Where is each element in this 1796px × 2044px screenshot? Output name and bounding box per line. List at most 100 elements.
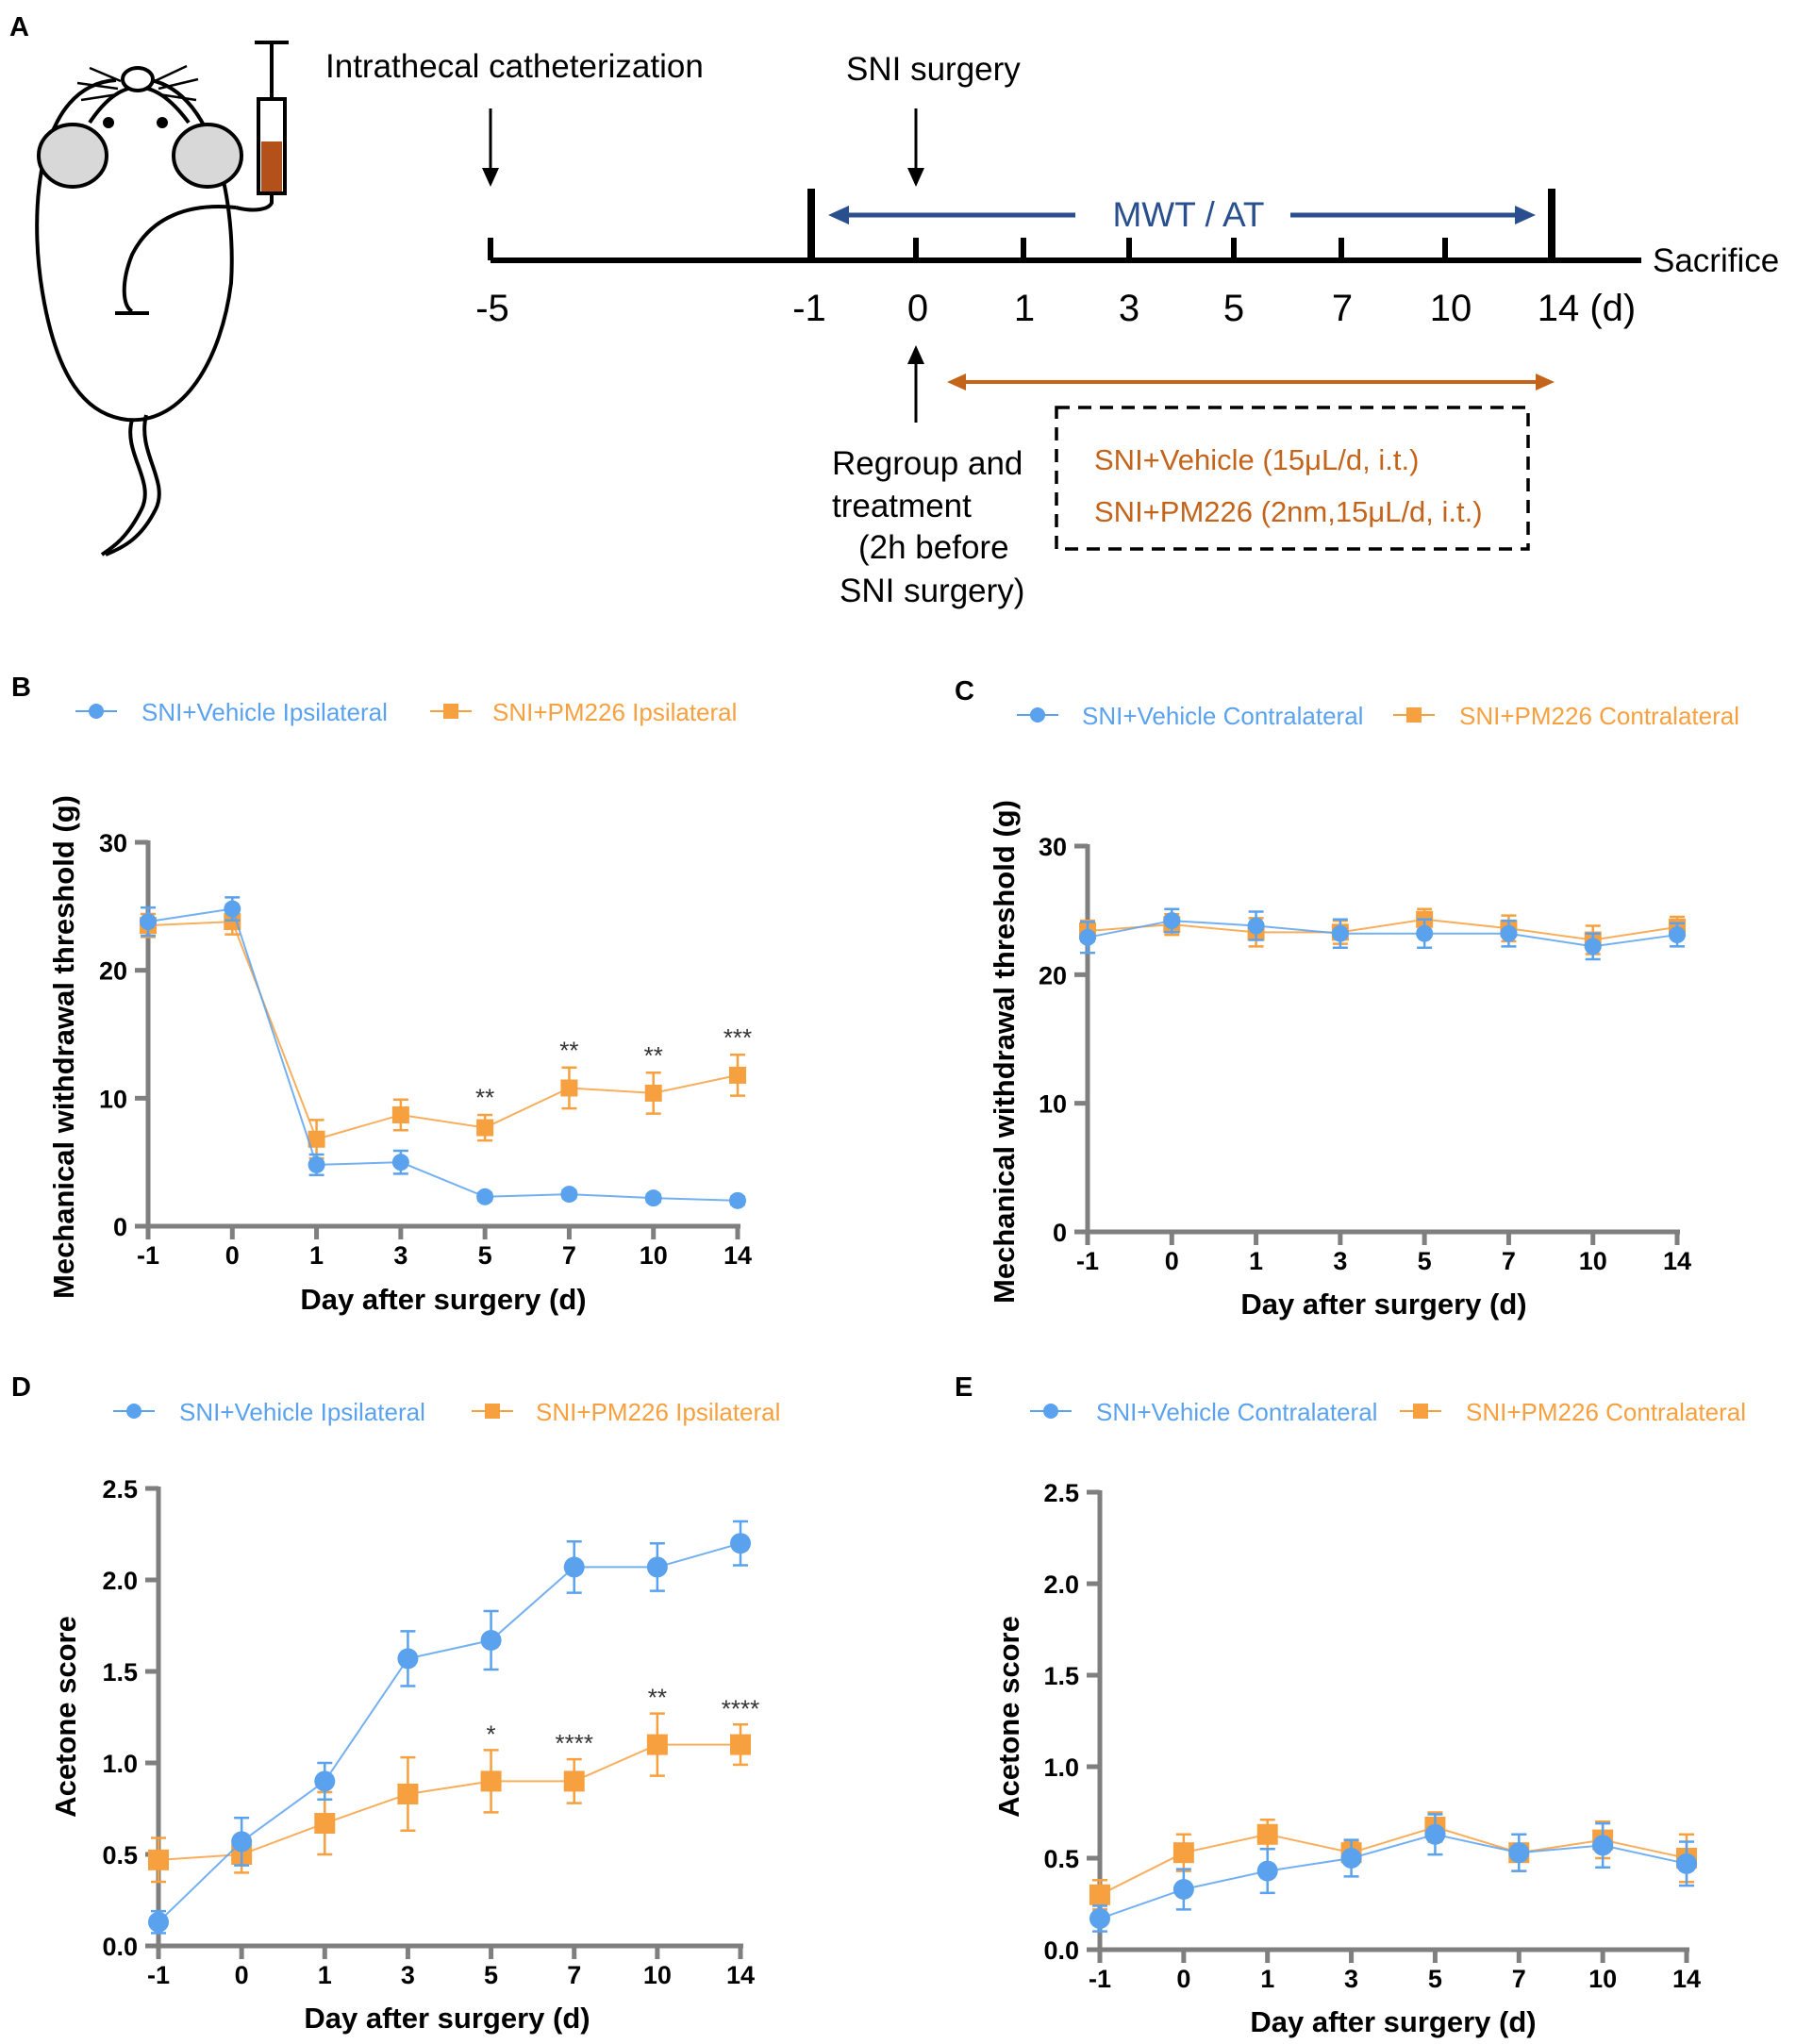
panel-a-timeline: A Intrathecal catheterization SNI surger… — [9, 12, 1779, 609]
y-tick-label: 0.0 — [102, 1933, 138, 1961]
timeline-tick-label: 10 — [1430, 288, 1472, 329]
legend-label: SNI+PM226 Ipsilateral — [492, 698, 737, 726]
x-tick-label: 7 — [562, 1241, 576, 1270]
legend-marker — [126, 1404, 141, 1419]
panel-label: B — [11, 673, 31, 703]
arrow-sni-surgery — [907, 108, 924, 187]
series-line — [1087, 918, 1678, 941]
significance-label: ** — [648, 1684, 667, 1712]
data-point — [1256, 1860, 1278, 1882]
treatment-groups-box — [1055, 406, 1530, 551]
x-tick-label: 10 — [643, 1961, 672, 1989]
y-tick-label: 0 — [1053, 1219, 1067, 1247]
data-point — [391, 1105, 409, 1123]
data-point — [480, 1770, 502, 1792]
data-point — [644, 1189, 662, 1207]
data-point — [1676, 1853, 1697, 1874]
y-axis-title: Acetone score — [992, 1616, 1025, 1818]
significance-label: **** — [722, 1694, 759, 1722]
significance-label: **** — [555, 1729, 592, 1757]
data-point — [480, 1630, 502, 1652]
data-point — [730, 1734, 751, 1755]
timeline-tick-label: 3 — [1119, 288, 1139, 329]
data-point — [646, 1734, 668, 1755]
legend-marker — [1043, 1404, 1058, 1419]
legend-label: SNI+PM226 Contralateral — [1459, 702, 1739, 730]
x-axis-title: Day after surgery (d) — [1240, 1288, 1526, 1321]
data-point — [1256, 1823, 1278, 1845]
data-point — [563, 1556, 585, 1578]
y-tick-label: 1.5 — [1043, 1662, 1079, 1690]
data-point — [397, 1783, 419, 1804]
panel-label: C — [955, 676, 974, 706]
x-axis-title: Day after surgery (d) — [1250, 2005, 1536, 2038]
legend-marker — [485, 1404, 500, 1419]
label-mwt-at: MWT / AT — [1112, 195, 1264, 234]
data-point — [730, 1533, 751, 1554]
y-tick-label: 0.5 — [1043, 1845, 1079, 1873]
data-point — [308, 1155, 325, 1173]
y-tick-label: 20 — [1039, 961, 1067, 989]
mouse-syringe-illustration — [35, 41, 289, 557]
data-point — [140, 913, 157, 931]
significance-label: * — [487, 1720, 496, 1748]
y-tick-label: 1.0 — [102, 1750, 138, 1778]
timeline-tick-label: 14 (d) — [1538, 288, 1637, 329]
panel-label-a: A — [9, 12, 29, 42]
label-sacrifice: Sacrifice — [1653, 242, 1779, 279]
x-tick-label: 14 — [1663, 1247, 1691, 1275]
series-line — [1099, 1833, 1688, 1919]
data-point — [560, 1186, 578, 1204]
y-tick-label: 2.0 — [102, 1567, 138, 1595]
x-tick-label: 10 — [1579, 1247, 1607, 1275]
data-point — [1424, 1823, 1446, 1845]
y-tick-label: 10 — [99, 1085, 127, 1113]
data-point — [1172, 1878, 1194, 1900]
data-point — [314, 1770, 336, 1792]
regroup-line: treatment — [832, 488, 972, 524]
x-tick-label: 3 — [393, 1241, 407, 1270]
x-tick-label: 3 — [1333, 1247, 1347, 1275]
legend-marker — [89, 704, 104, 719]
significance-label: *** — [723, 1023, 752, 1052]
legend-marker — [1406, 707, 1422, 723]
data-point — [148, 1911, 169, 1933]
regroup-line: Regroup and — [832, 445, 1023, 482]
x-tick-label: 1 — [1260, 1965, 1274, 1993]
panel-label: D — [11, 1372, 31, 1403]
timeline-tick-label: 7 — [1332, 288, 1353, 329]
y-tick-label: 1.0 — [1043, 1753, 1079, 1782]
x-tick-label: 7 — [567, 1961, 581, 1989]
y-axis-title: Mechanical withdrawal threshold (g) — [988, 800, 1021, 1304]
data-point — [1163, 912, 1181, 930]
regroup-line: (2h before — [858, 529, 1009, 566]
y-tick-label: 20 — [99, 957, 127, 986]
data-point — [397, 1648, 419, 1670]
data-point — [148, 1849, 169, 1870]
arrow-catheterization — [482, 108, 499, 187]
y-axis-title: Acetone score — [49, 1616, 82, 1818]
data-point — [1331, 924, 1349, 942]
data-point — [1247, 917, 1265, 935]
x-tick-label: 5 — [484, 1961, 498, 1989]
label-catheterization: Intrathecal catheterization — [325, 48, 704, 85]
data-point — [308, 1130, 325, 1148]
series-line — [1087, 920, 1678, 948]
x-tick-label: 1 — [318, 1961, 332, 1989]
y-tick-label: 10 — [1039, 1090, 1067, 1119]
x-tick-label: 5 — [1428, 1965, 1442, 1993]
y-tick-label: 0 — [113, 1213, 127, 1241]
x-axis-title: Day after surgery (d) — [304, 2002, 590, 2035]
x-tick-label: 5 — [478, 1241, 492, 1270]
x-tick-label: 7 — [1512, 1965, 1526, 1993]
timeline-tick-labels: -5 -1 0 1 3 5 7 10 14 (d) — [475, 288, 1636, 329]
data-point — [1079, 928, 1096, 946]
panel-e-chart: E 0.0 0.5 1.0 1.5 2.0 2.5 -1 0 1 3 5 7 10 14 Day after … — [955, 1372, 1746, 2038]
timeline-tick-label: -1 — [792, 288, 826, 329]
panel-c-chart: C 0 10 20 30 -1 0 1 3 5 7 10 14 Day after surgery (d)… — [955, 676, 1739, 1321]
data-point — [224, 913, 241, 931]
data-point — [646, 1556, 668, 1578]
x-tick-label: 1 — [1249, 1247, 1263, 1275]
timeline-tick-label: 0 — [907, 288, 928, 329]
